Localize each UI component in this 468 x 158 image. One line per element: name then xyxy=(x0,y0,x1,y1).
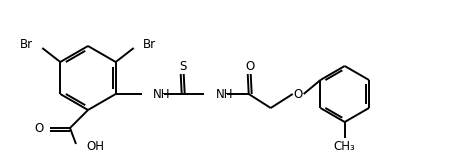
Text: O: O xyxy=(245,60,254,73)
Text: NH: NH xyxy=(216,88,233,101)
Text: OH: OH xyxy=(86,140,104,154)
Text: NH: NH xyxy=(153,88,170,101)
Text: O: O xyxy=(35,122,44,136)
Text: CH₃: CH₃ xyxy=(334,140,356,154)
Text: O: O xyxy=(293,88,302,101)
Text: S: S xyxy=(179,60,186,73)
Text: Br: Br xyxy=(143,39,156,52)
Text: Br: Br xyxy=(20,39,33,52)
